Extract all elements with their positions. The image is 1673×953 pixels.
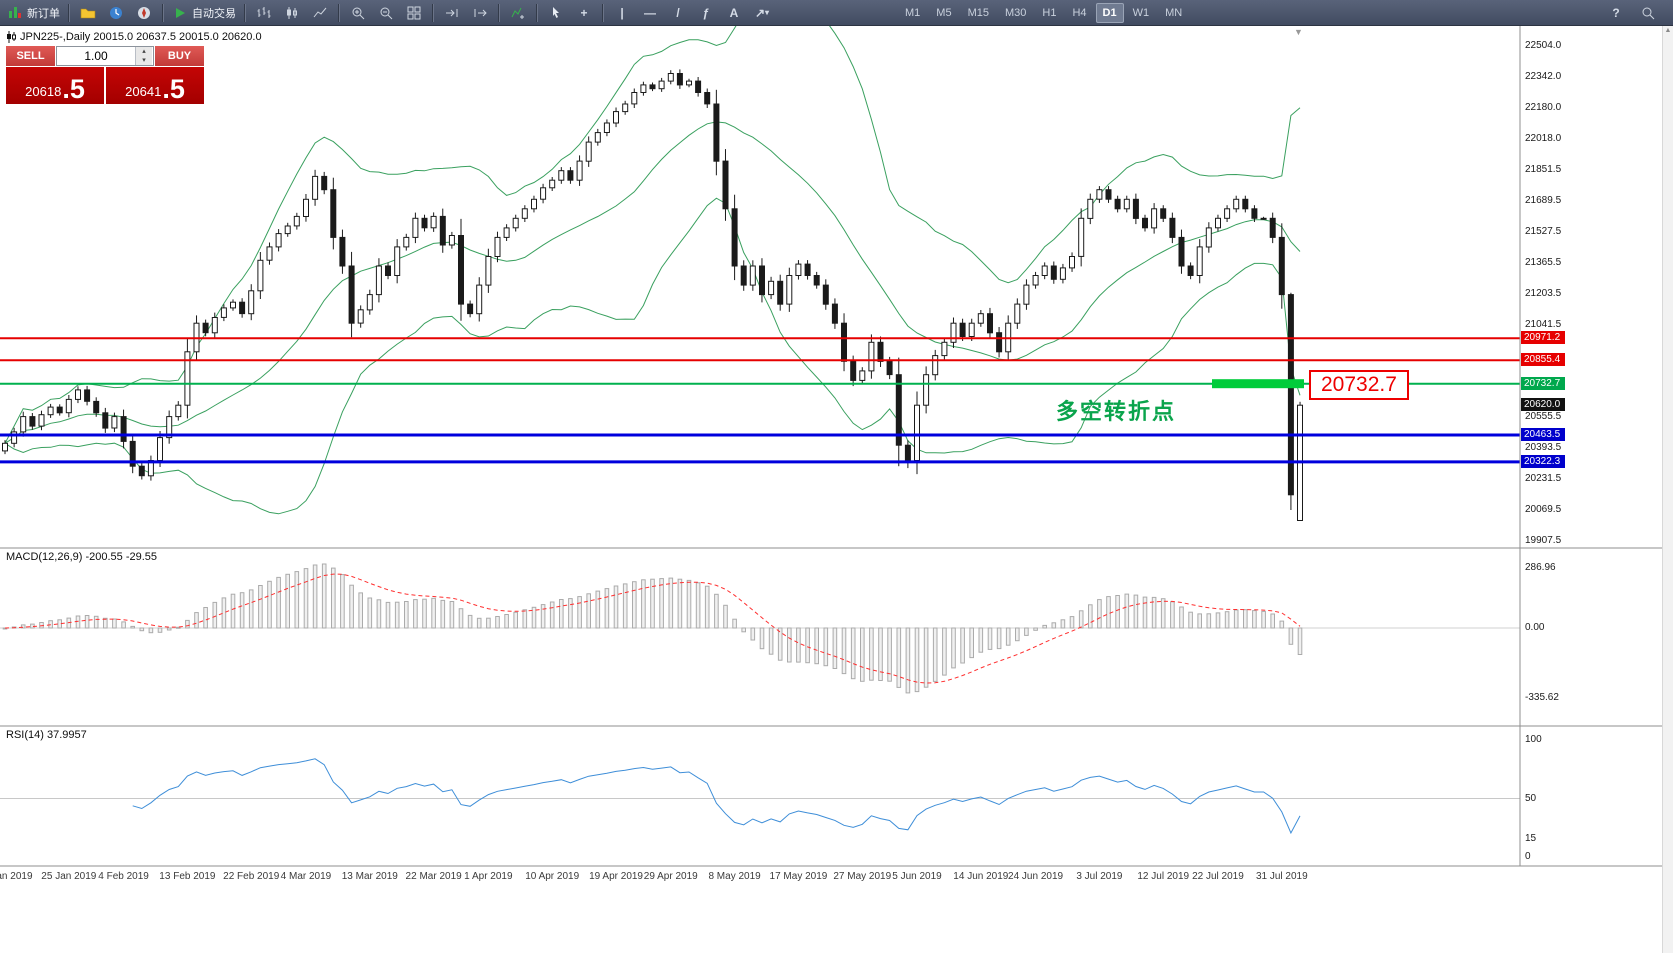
volume-down-button[interactable]: ▾ — [136, 56, 152, 65]
help-icon[interactable]: ? — [1603, 3, 1629, 23]
tile-windows-icon[interactable] — [401, 3, 427, 23]
trendline-icon[interactable]: / — [665, 3, 691, 23]
horizontal-line-icon[interactable]: — — [637, 3, 663, 23]
arrows-tool-icon[interactable]: ↗ ▾ — [749, 3, 775, 23]
trendline-glyph: / — [676, 5, 680, 20]
timeframe-button-m1[interactable]: M1 — [905, 6, 921, 19]
market-watch-icon[interactable] — [103, 3, 129, 23]
toolbar-separator — [536, 3, 538, 22]
sell-price-main: 20618 — [25, 84, 62, 99]
macd-indicator-label: MACD(12,26,9) -200.55 -29.55 — [6, 551, 158, 563]
new-order-label: 新订单 — [27, 7, 60, 20]
pivot-annotation-text[interactable]: 多空转折点 — [1056, 399, 1177, 424]
timeframe-button-m5[interactable]: M5 — [936, 6, 952, 19]
search-icon[interactable] — [1635, 3, 1661, 23]
toolbar-separator — [68, 3, 70, 22]
chart-title-icon — [7, 31, 16, 43]
scroll-up-icon[interactable]: ▲ — [1664, 27, 1672, 34]
indicators-icon[interactable] — [505, 3, 531, 23]
autotrading-play-icon — [176, 7, 185, 18]
candlestick-chart-icon[interactable] — [279, 3, 305, 23]
dropdown-icon: ▾ — [765, 8, 770, 17]
buy-price-display[interactable]: 20641.5 — [106, 67, 204, 104]
timeframe-button-m15[interactable]: M15 — [967, 6, 989, 19]
bollinger-bands — [4, 26, 1301, 515]
text-tool-glyph: A — [729, 5, 739, 20]
fibonacci-glyph: ƒ — [702, 5, 710, 20]
volume-spinner: ▴ ▾ — [135, 47, 152, 65]
timeframe-button-d1[interactable]: D1 — [1095, 2, 1124, 23]
buy-price-main: 20641 — [125, 84, 162, 99]
timeframe-button-mn[interactable]: MN — [1165, 6, 1183, 19]
toolbar-separator — [244, 3, 246, 22]
autotrading-button[interactable]: 自动交易 — [169, 3, 239, 23]
sell-price-display[interactable]: 20618.5 — [6, 67, 104, 104]
timeframe-button-w1[interactable]: W1 — [1132, 6, 1150, 19]
timeframe-button-m30[interactable]: M30 — [1004, 6, 1027, 19]
toolbar-separator — [498, 3, 500, 22]
crosshair-glyph: + — [580, 5, 588, 20]
macd-histogram — [2, 563, 1303, 694]
timeframe-button-h4[interactable]: H4 — [1072, 6, 1087, 19]
chart-profiles-icon[interactable] — [75, 3, 101, 23]
zoom-out-icon[interactable] — [373, 3, 399, 23]
vertical-scrollbar[interactable]: ▲ — [1662, 26, 1673, 953]
rsi-line — [132, 758, 1301, 835]
buy-price-fraction: .5 — [162, 74, 185, 104]
pivot-highlight-bar[interactable] — [1212, 379, 1304, 389]
new-order-icon — [9, 6, 21, 18]
price-callout-box[interactable]: 20732.7 — [1309, 370, 1409, 400]
buy-button[interactable]: BUY — [155, 46, 204, 66]
vertical-line-icon[interactable]: | — [609, 3, 635, 23]
main-toolbar: 新订单 自动交易 — [0, 0, 1673, 26]
navigator-icon[interactable] — [131, 3, 157, 23]
crosshair-icon[interactable]: + — [571, 3, 597, 23]
sell-button[interactable]: SELL — [6, 46, 55, 66]
vertical-line-glyph: | — [620, 5, 624, 20]
volume-box: ▴ ▾ — [56, 46, 154, 66]
new-order-button[interactable]: 新订单 — [4, 3, 63, 23]
text-tool-icon[interactable]: A — [721, 3, 747, 23]
arrows-tool-glyph: ↗ — [754, 5, 766, 20]
cursor-icon[interactable] — [543, 3, 569, 23]
candlesticks — [2, 69, 1303, 522]
chart-shift-marker-icon[interactable]: ▼ — [1294, 27, 1303, 37]
volume-input[interactable] — [57, 47, 135, 65]
auto-scroll-icon[interactable] — [439, 3, 465, 23]
chart-ohlc-title: JPN225-,Daily 20015.0 20637.5 20015.0 20… — [6, 31, 262, 43]
toolbar-separator — [162, 3, 164, 22]
toolbar-separator — [432, 3, 434, 22]
timeframe-toolbar: M1 M5 M15 M30 H1 H4 D1 W1 MN — [897, 2, 1190, 23]
rsi-indicator-label: RSI(14) 37.9957 — [6, 729, 87, 741]
horizontal-line-glyph: — — [644, 5, 656, 20]
fibonacci-icon[interactable]: ƒ — [693, 3, 719, 23]
toolbar-separator — [338, 3, 340, 22]
autotrading-label: 自动交易 — [192, 7, 236, 20]
macd-signal-line — [4, 573, 1301, 684]
zoom-in-icon[interactable] — [345, 3, 371, 23]
help-glyph: ? — [1612, 5, 1620, 20]
timeframe-button-h1[interactable]: H1 — [1042, 6, 1057, 19]
chart-title-text: JPN225-,Daily 20015.0 20637.5 20015.0 20… — [20, 31, 262, 43]
line-chart-icon[interactable] — [307, 3, 333, 23]
one-click-trading-panel: SELL ▴ ▾ BUY 20618.5 20641.5 — [6, 46, 204, 104]
chart-shift-icon[interactable] — [467, 3, 493, 23]
bars-chart-icon[interactable] — [251, 3, 277, 23]
volume-up-button[interactable]: ▴ — [136, 47, 152, 56]
sell-price-fraction: .5 — [62, 74, 85, 104]
toolbar-separator — [602, 3, 604, 22]
